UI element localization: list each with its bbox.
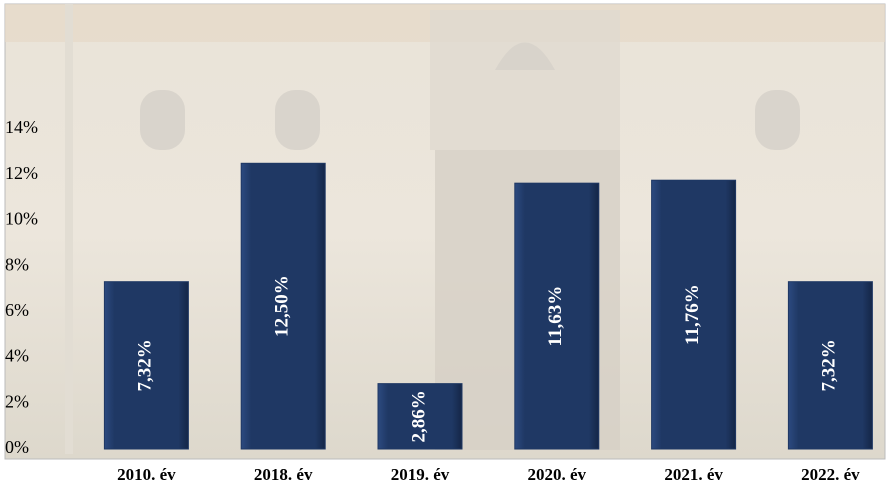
bar: [377, 383, 463, 450]
y-tick-label: 6%: [5, 300, 29, 320]
value-label: 7,32%: [135, 339, 156, 391]
value-label: 11,76%: [682, 284, 703, 345]
y-tick-label: 8%: [5, 254, 29, 274]
value-label: 2,86%: [408, 390, 429, 442]
x-tick-label: 2018. év: [254, 465, 313, 484]
x-tick-label: 2022. év: [801, 465, 860, 484]
y-tick-label: 2%: [5, 391, 29, 411]
y-tick-label: 14%: [5, 117, 38, 137]
bar: [787, 281, 873, 450]
value-label: 11,63%: [545, 286, 566, 347]
x-tick-label: 2021. év: [664, 465, 723, 484]
x-tick-label: 2019. év: [391, 465, 450, 484]
value-label: 7,32%: [819, 339, 840, 391]
y-tick-label: 10%: [5, 209, 38, 229]
x-tick-label: 2020. év: [528, 465, 587, 484]
y-tick-label: 12%: [5, 163, 38, 183]
y-tick-label: 0%: [5, 437, 29, 457]
bar: [651, 179, 737, 450]
x-tick-label: 2010. év: [117, 465, 176, 484]
bar: [103, 281, 189, 450]
bar: [240, 162, 326, 450]
value-label: 12,50%: [272, 275, 293, 337]
y-tick-label: 4%: [5, 346, 29, 366]
bar: [514, 182, 600, 450]
